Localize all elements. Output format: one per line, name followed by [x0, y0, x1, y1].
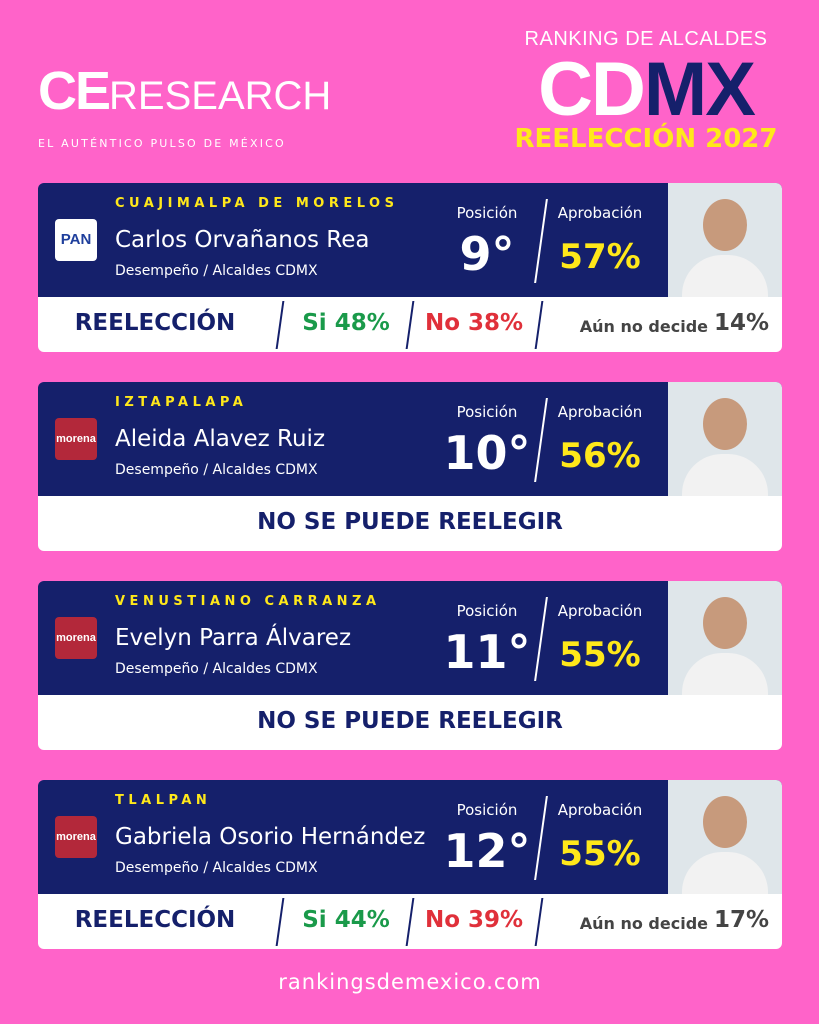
card-footer: [38, 695, 782, 750]
candidate-card: TLALPAN morena Gabriela Osorio Hernández De…: [38, 780, 782, 949]
reelection-yes: Si 44%: [302, 907, 390, 933]
card-subtitle: Desempeño / Alcaldes CDMX: [115, 462, 318, 478]
logo: CERESEARCH: [38, 60, 331, 122]
candidate-name: Gabriela Osorio Hernández: [115, 824, 426, 850]
candidate-card: IZTAPALAPA morena Aleida Alavez Ruiz Desemp…: [38, 382, 782, 551]
party-logo: morena: [55, 816, 97, 858]
photo-head: [703, 398, 747, 450]
approval-label: Aprobación: [557, 403, 643, 421]
reelection-note: NO SE PUEDE REELEGIR: [257, 509, 563, 535]
photo-head: [703, 796, 747, 848]
card-subtitle: Desempeño / Alcaldes CDMX: [115, 860, 318, 876]
position-label: Posición: [456, 602, 518, 620]
footer: rankingsdemexico.com: [278, 970, 542, 994]
tagline: EL AUTÉNTICO PULSO DE MÉXICO: [38, 137, 286, 150]
photo-body: [682, 653, 768, 695]
approval: 55%: [559, 834, 641, 874]
city: CDMX: [538, 46, 756, 133]
card-header: TLALPAN morena Gabriela Osorio Hernández De…: [38, 780, 782, 894]
undecided-label: Aún no decide: [579, 914, 708, 933]
candidate-photo: [668, 382, 782, 496]
photo-body: [682, 852, 768, 894]
borough: VENUSTIANO CARRANZA: [115, 594, 381, 609]
candidate-card: VENUSTIANO CARRANZA morena Evelyn Parra Ál…: [38, 581, 782, 750]
candidate-name: Carlos Orvañanos Rea: [115, 227, 370, 253]
candidate-photo: [668, 780, 782, 894]
undecided: 17%: [714, 907, 770, 933]
candidate-photo: [668, 183, 782, 297]
card-header: IZTAPALAPA morena Aleida Alavez Ruiz Desemp…: [38, 382, 782, 496]
position-label: Posición: [456, 801, 518, 819]
reelection-no: No 39%: [424, 907, 524, 933]
party-logo: morena: [55, 418, 97, 460]
position-label: Posición: [456, 403, 518, 421]
photo-body: [682, 454, 768, 496]
candidate-photo: [668, 581, 782, 695]
city-b: MX: [643, 47, 756, 132]
logo-research: RESEARCH: [109, 74, 332, 118]
photo-body: [682, 255, 768, 297]
reelection-note: NO SE PUEDE REELEGIR: [257, 708, 563, 734]
position-label: Posición: [456, 204, 518, 222]
candidate-name: Aleida Alavez Ruiz: [115, 426, 326, 452]
subtitle: REELECCIÓN 2027: [514, 124, 778, 154]
borough: CUAJIMALPA DE MORELOS: [115, 196, 399, 211]
approval: 57%: [559, 237, 641, 277]
position: 12°: [443, 824, 531, 878]
candidate-card: CUAJIMALPA DE MORELOS PAN Carlos Orvañanos…: [38, 183, 782, 352]
card-subtitle: Desempeño / Alcaldes CDMX: [115, 263, 318, 279]
photo-head: [703, 199, 747, 251]
approval-label: Aprobación: [557, 602, 643, 620]
card-footer: [38, 496, 782, 551]
reelection-yes: Si 48%: [302, 310, 390, 336]
reelection-no: No 38%: [424, 310, 524, 336]
undecided-label: Aún no decide: [579, 317, 708, 336]
photo-head: [703, 597, 747, 649]
candidate-name: Evelyn Parra Álvarez: [115, 625, 352, 651]
reelection-label: REELECCIÓN: [74, 310, 236, 336]
divider: [534, 597, 548, 681]
reelection-label: REELECCIÓN: [74, 907, 236, 933]
approval: 56%: [559, 436, 641, 476]
card-subtitle: Desempeño / Alcaldes CDMX: [115, 661, 318, 677]
approval-label: Aprobación: [557, 204, 643, 222]
undecided: 14%: [714, 310, 770, 336]
position: 9°: [459, 227, 515, 281]
borough: IZTAPALAPA: [115, 395, 248, 410]
card-header: VENUSTIANO CARRANZA morena Evelyn Parra Ál…: [38, 581, 782, 695]
party-logo: PAN: [55, 219, 97, 261]
divider: [534, 796, 548, 880]
party-logo: morena: [55, 617, 97, 659]
divider: [534, 199, 548, 283]
borough: TLALPAN: [115, 793, 212, 808]
position: 11°: [443, 625, 531, 679]
card-header: CUAJIMALPA DE MORELOS PAN Carlos Orvañanos…: [38, 183, 782, 297]
ranking-title: RANKING DE ALCALDES: [524, 28, 768, 50]
divider: [534, 398, 548, 482]
approval-label: Aprobación: [557, 801, 643, 819]
approval: 55%: [559, 635, 641, 675]
position: 10°: [443, 426, 531, 480]
logo-ce: CE: [38, 61, 111, 121]
city-a: CD: [538, 47, 646, 132]
